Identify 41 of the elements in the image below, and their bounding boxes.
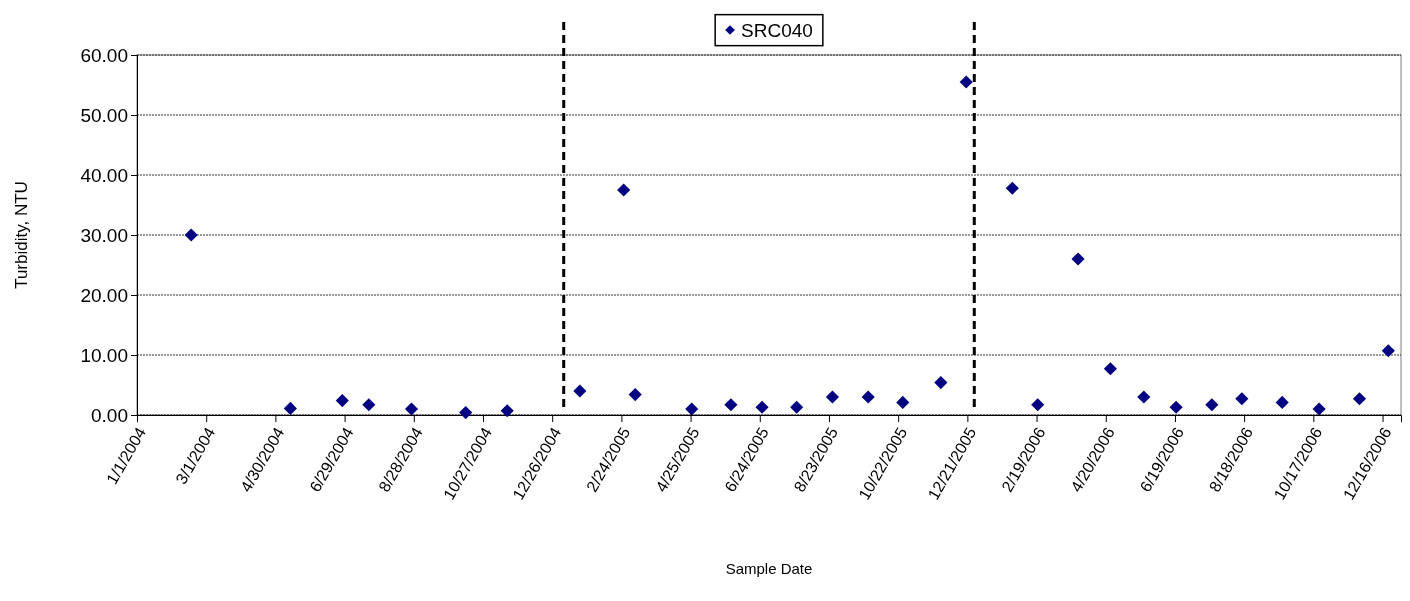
point <box>861 390 875 404</box>
point <box>896 395 910 409</box>
x-axis-title: Sample Date <box>725 560 813 577</box>
point <box>1205 398 1219 412</box>
point <box>755 400 769 414</box>
point <box>500 404 514 418</box>
point <box>959 75 973 89</box>
point <box>1235 392 1249 406</box>
y-tick-label: 60.00 <box>80 44 128 66</box>
point <box>1137 390 1151 404</box>
point <box>283 401 297 415</box>
point <box>825 390 839 404</box>
point <box>362 398 376 412</box>
point <box>184 228 198 242</box>
point <box>573 384 587 398</box>
point <box>1169 400 1183 414</box>
point <box>934 376 948 390</box>
y-tick-label: 10.00 <box>80 344 128 366</box>
point <box>1031 398 1045 412</box>
point <box>335 394 349 408</box>
point <box>1352 392 1367 406</box>
legend-label: SRC040 <box>741 19 813 41</box>
point <box>404 402 419 416</box>
y-tick-label: 50.00 <box>80 104 128 126</box>
point <box>1312 402 1326 416</box>
point <box>790 400 804 414</box>
point <box>1005 181 1019 195</box>
point <box>1275 395 1289 409</box>
point <box>1103 362 1117 376</box>
y-tick-label: 30.00 <box>80 224 128 246</box>
y-tick-label: 20.00 <box>80 284 128 306</box>
point <box>1071 252 1085 266</box>
point <box>459 406 473 420</box>
point <box>617 183 631 197</box>
point <box>685 402 699 416</box>
y-tick-label: 40.00 <box>80 164 128 186</box>
y-axis-title: Turbidity, NTU <box>12 181 31 289</box>
point <box>724 398 738 412</box>
point <box>1381 344 1395 358</box>
y-tick-label: 0.00 <box>91 404 128 426</box>
point <box>628 388 642 402</box>
